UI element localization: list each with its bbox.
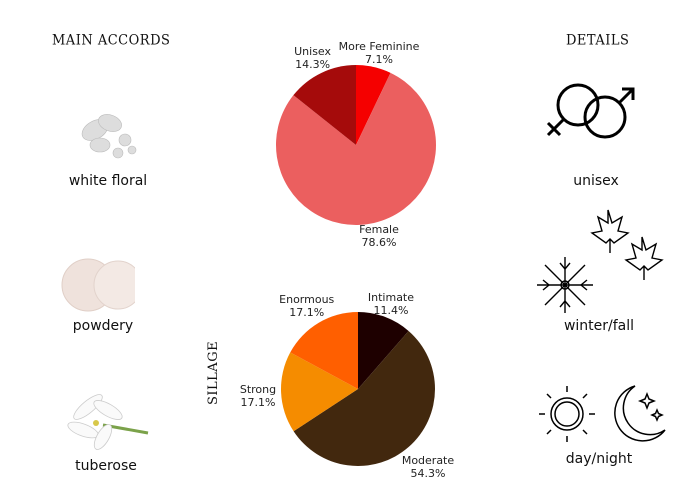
details-heading: DETAILS — [566, 32, 630, 49]
pie-slice-female — [276, 72, 436, 226]
detail-label: winter/fall — [563, 318, 635, 334]
pie-slice-more-feminine — [356, 65, 391, 145]
pie-slice-strong — [281, 352, 358, 432]
slice-value-label: 7.1% — [365, 53, 393, 66]
slice-value-label: 14.3% — [295, 58, 330, 71]
accord-label: white floral — [68, 173, 148, 189]
accord-label: powdery — [72, 318, 134, 334]
powder-image — [61, 258, 135, 312]
slice-name-label: Female — [359, 223, 399, 236]
slice-value-label: 78.6% — [362, 236, 397, 249]
slice-name-label: Enormous — [279, 293, 334, 306]
slice-value-label: 11.4% — [373, 304, 408, 317]
slice-name-label: Moderate — [402, 454, 455, 467]
pie-slice-moderate — [293, 330, 435, 466]
gender-symbols-icon — [546, 83, 635, 139]
slice-value-label: 17.1% — [289, 306, 324, 319]
slice-value-label: 17.1% — [241, 396, 276, 409]
sun-moon-icon — [539, 385, 666, 442]
pie-slice-intimate — [358, 312, 409, 389]
pie-slice-unisex — [293, 65, 356, 145]
white-floral-image — [81, 114, 137, 159]
accord-label: tuberose — [75, 458, 137, 474]
slice-value-label: 54.3% — [411, 467, 446, 480]
slice-name-label: Strong — [240, 383, 276, 396]
pie-slice-enormous — [290, 312, 358, 389]
snowflake-maple-leaf-icon — [537, 209, 664, 313]
main-accords-heading: MAIN ACCORDS — [52, 32, 171, 49]
tuberose-flower-image — [67, 394, 149, 450]
slice-name-label: Unisex — [294, 45, 331, 58]
detail-label: unisex — [573, 173, 619, 189]
detail-label: day/night — [565, 451, 633, 467]
slice-name-label: Intimate — [368, 291, 414, 304]
slice-name-label: More Feminine — [339, 40, 420, 53]
